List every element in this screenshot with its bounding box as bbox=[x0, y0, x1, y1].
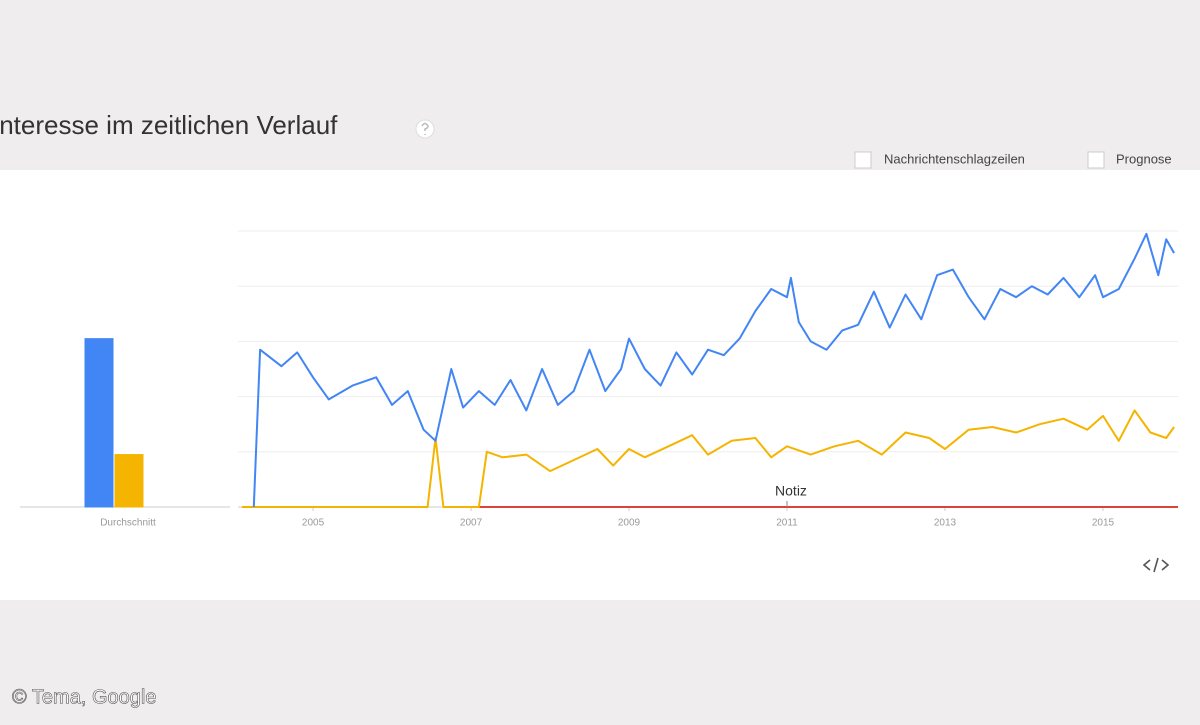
chart: 2005 2007 2009 2011 2013 2015 Durchschnitt Noti… bbox=[20, 230, 1178, 529]
copyright: © Tema, Google bbox=[12, 686, 156, 708]
annotation: Notiz bbox=[775, 483, 807, 499]
series-line bbox=[252, 232, 1175, 508]
checkbox-label[interactable]: Prognose bbox=[1116, 151, 1172, 166]
x-tick-label: 2011 bbox=[776, 518, 798, 529]
average-bar bbox=[84, 338, 114, 508]
chart-panel bbox=[0, 170, 1200, 600]
average-label: Durchschnitt bbox=[100, 518, 156, 529]
checkbox[interactable] bbox=[854, 151, 872, 169]
checkbox[interactable] bbox=[1087, 151, 1105, 169]
average-bar bbox=[114, 454, 144, 508]
help-glyph bbox=[421, 122, 429, 135]
x-tick-label: 2015 bbox=[1092, 518, 1115, 529]
x-tick-label: 2009 bbox=[618, 518, 641, 529]
series-line bbox=[241, 409, 1175, 508]
checkbox-label[interactable]: Nachrichtenschlagzeilen bbox=[884, 151, 1025, 166]
embed-icon[interactable] bbox=[1142, 557, 1170, 573]
x-tick-label: 2005 bbox=[302, 518, 325, 529]
x-tick-label: 2007 bbox=[460, 518, 483, 529]
x-tick-label: 2013 bbox=[934, 518, 957, 529]
section-title: Interesse im zeitlichen Verlauf bbox=[0, 110, 338, 140]
